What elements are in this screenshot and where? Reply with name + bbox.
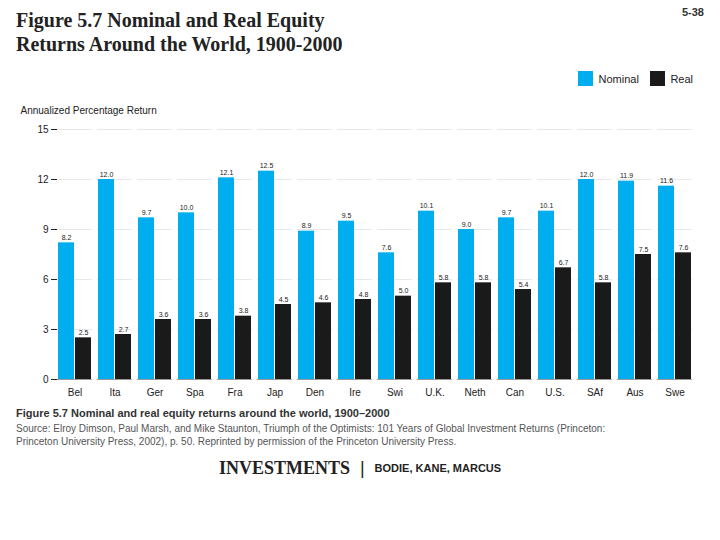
html-text:INVESTMENTS: INVESTMENTS (218, 457, 350, 478)
svg-text:U.S.: U.S. (545, 386, 564, 397)
svg-text:3.6: 3.6 (159, 310, 169, 317)
svg-text:7.6: 7.6 (382, 243, 392, 250)
html-text:Real: Real (670, 72, 693, 85)
svg-text:Bel: Bel (68, 386, 82, 397)
svg-text:0: 0 (43, 373, 49, 384)
svg-text:12.1: 12.1 (220, 168, 234, 175)
svg-text:6: 6 (43, 273, 49, 284)
svg-text:7.5: 7.5 (639, 245, 649, 252)
svg-text:2.5: 2.5 (79, 328, 89, 335)
html-text:Figure 5.7 Nominal and Real Eq: Figure 5.7 Nominal and Real Equity (16, 9, 325, 31)
svg-text:Can: Can (506, 386, 524, 397)
svg-text:Neth: Neth (464, 386, 485, 397)
svg-text:U.K.: U.K. (425, 386, 444, 397)
svg-text:Ire: Ire (349, 386, 361, 397)
svg-text:9.5: 9.5 (342, 212, 352, 219)
svg-text:4.6: 4.6 (319, 293, 329, 300)
svg-text:5.0: 5.0 (399, 287, 409, 294)
svg-text:2.7: 2.7 (119, 325, 129, 332)
svg-text:12.0: 12.0 (100, 170, 114, 177)
svg-text:12.5: 12.5 (260, 162, 274, 169)
svg-text:5.8: 5.8 (439, 273, 449, 280)
svg-text:10.1: 10.1 (540, 202, 554, 209)
svg-text:8.2: 8.2 (62, 233, 72, 240)
svg-text:Swi: Swi (387, 386, 403, 397)
svg-text:9.0: 9.0 (462, 220, 472, 227)
svg-text:Jap: Jap (267, 386, 284, 397)
svg-text:4.5: 4.5 (279, 295, 289, 302)
svg-text:9: 9 (43, 223, 49, 234)
html-text:BODIE, KANE, MARCUS: BODIE, KANE, MARCUS (374, 462, 502, 474)
svg-text:SAf: SAf (587, 386, 603, 397)
svg-text:8.9: 8.9 (302, 222, 312, 229)
svg-text:10.0: 10.0 (180, 203, 194, 210)
svg-text:Ita: Ita (109, 386, 121, 397)
svg-text:10.1: 10.1 (420, 202, 434, 209)
svg-text:12.0: 12.0 (580, 170, 594, 177)
svg-text:3.6: 3.6 (199, 310, 209, 317)
svg-text:6.7: 6.7 (559, 258, 569, 265)
svg-text:11.9: 11.9 (620, 172, 633, 179)
svg-text:7.6: 7.6 (679, 243, 689, 250)
svg-text:Fra: Fra (228, 386, 243, 397)
svg-text:11.6: 11.6 (660, 177, 673, 184)
svg-text:9.7: 9.7 (142, 208, 152, 215)
svg-text:Den: Den (306, 386, 324, 397)
svg-text:Ger: Ger (147, 386, 164, 397)
svg-text:15: 15 (37, 123, 49, 134)
svg-text:Aus: Aus (626, 386, 643, 397)
html-text:Source: Elroy Dimson, Paul Mar: Source: Elroy Dimson, Paul Marsh, and Mi… (16, 422, 606, 447)
html-text:5-38: 5-38 (682, 6, 704, 18)
svg-text:5.4: 5.4 (519, 280, 529, 287)
html-text:Figure 5.7 Nominal and real eq: Figure 5.7 Nominal and real equity retur… (16, 406, 390, 419)
svg-text:3: 3 (43, 323, 49, 334)
html-text:Nominal: Nominal (598, 72, 639, 85)
svg-text:4.8: 4.8 (359, 290, 369, 297)
svg-text:Annualized Percentage Return: Annualized Percentage Return (21, 104, 157, 115)
html-text:Returns Around the World, 1900: Returns Around the World, 1900-2000 (16, 33, 343, 55)
svg-text:5.8: 5.8 (599, 273, 609, 280)
svg-text:9.7: 9.7 (502, 208, 512, 215)
svg-text:12: 12 (37, 173, 49, 184)
svg-text:Spa: Spa (186, 386, 204, 397)
svg-text:3.8: 3.8 (239, 307, 249, 314)
svg-text:Swe: Swe (665, 386, 685, 397)
svg-text:5.8: 5.8 (479, 273, 489, 280)
